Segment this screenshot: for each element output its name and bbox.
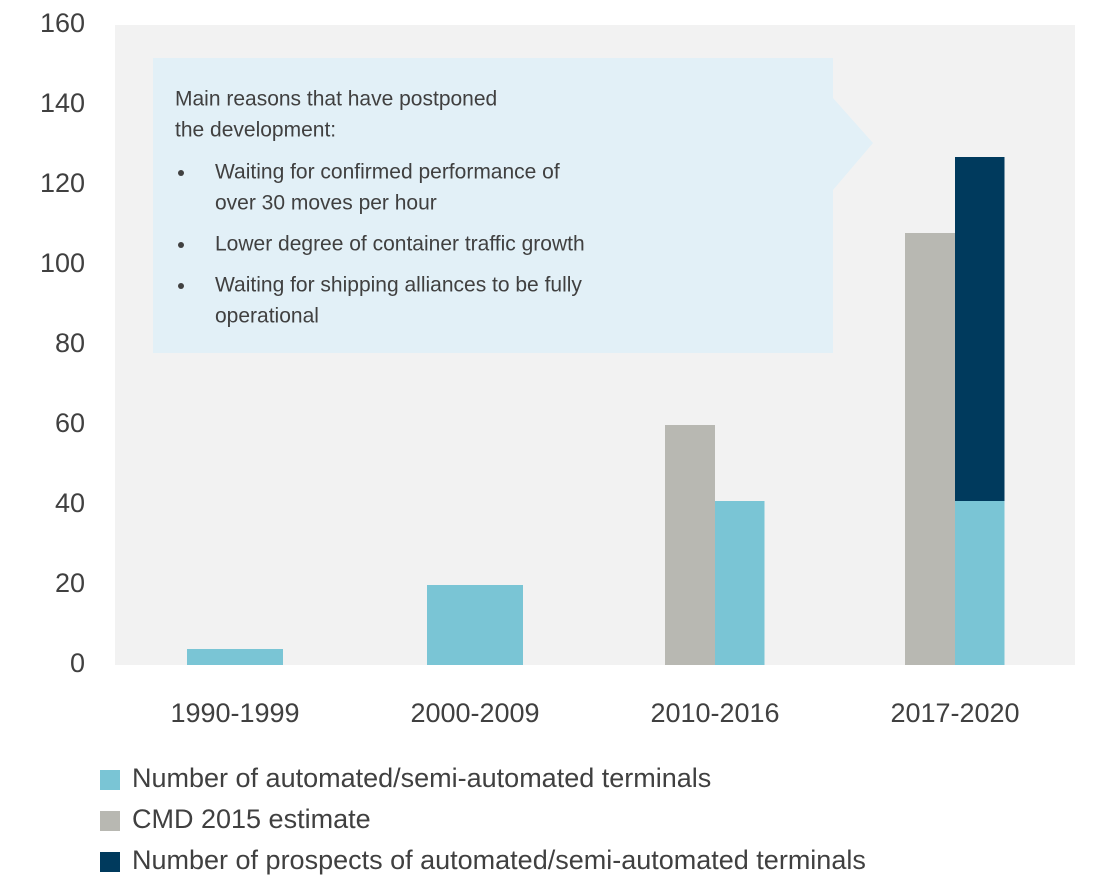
bar xyxy=(427,585,523,665)
bars xyxy=(187,157,1005,665)
x-tick-label: 2000-2009 xyxy=(410,698,539,728)
x-tick-label: 2017-2020 xyxy=(890,698,1019,728)
y-tick-label: 40 xyxy=(55,488,85,518)
y-tick-label: 120 xyxy=(40,168,85,198)
legend-swatch xyxy=(100,770,120,790)
y-tick-label: 0 xyxy=(70,648,85,678)
annotation: Main reasons that have postponed the deve… xyxy=(175,88,585,328)
y-tick-label: 60 xyxy=(55,408,85,438)
legend-label: Number of automated/semi-automated termi… xyxy=(132,763,711,793)
annotation-heading: Main reasons that have postponed xyxy=(175,88,497,111)
annotation-box xyxy=(153,58,873,353)
annotation-bullet: operational xyxy=(215,305,319,328)
annotation-bullet: Lower degree of container traffic growth xyxy=(215,233,585,256)
y-tick-label: 160 xyxy=(40,8,85,38)
bullet xyxy=(178,283,184,289)
annotation-bullet: Waiting for shipping alliances to be ful… xyxy=(215,274,582,297)
bar xyxy=(665,425,715,665)
legend-label: CMD 2015 estimate xyxy=(132,804,371,834)
x-tick-label: 2010-2016 xyxy=(650,698,779,728)
bar xyxy=(955,501,1005,665)
annotation-heading: the development: xyxy=(175,119,336,142)
bar xyxy=(955,157,1005,501)
annotation-bullet: over 30 moves per hour xyxy=(215,192,437,215)
bar xyxy=(905,233,955,665)
bullet xyxy=(178,242,184,248)
legend-swatch xyxy=(100,852,120,872)
y-tick-label: 140 xyxy=(40,88,85,118)
annotation-bullet: Waiting for confirmed performance of xyxy=(215,161,560,184)
legend-swatch xyxy=(100,811,120,831)
y-tick-label: 100 xyxy=(40,248,85,278)
x-tick-label: 1990-1999 xyxy=(170,698,299,728)
bullet xyxy=(178,170,184,176)
bar xyxy=(187,649,283,665)
bar xyxy=(715,501,765,665)
legend-label: Number of prospects of automated/semi-au… xyxy=(132,845,866,875)
y-tick-label: 20 xyxy=(55,568,85,598)
y-tick-label: 80 xyxy=(55,328,85,358)
